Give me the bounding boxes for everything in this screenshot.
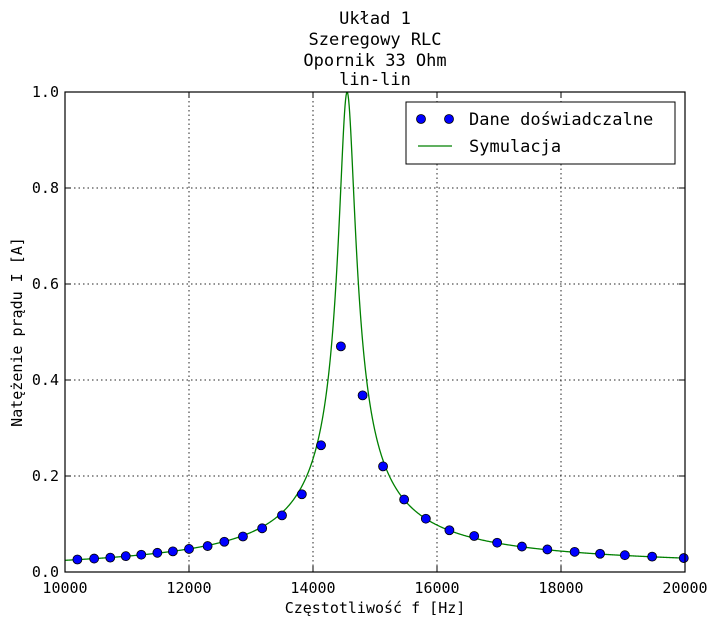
plot-frame xyxy=(64,91,686,573)
legend: Dane doświadczalne Symulacja xyxy=(405,101,676,165)
data-point xyxy=(316,440,326,451)
data-point xyxy=(152,547,163,558)
data-point xyxy=(569,546,580,557)
data-point xyxy=(219,536,230,547)
data-point xyxy=(105,552,116,563)
x-tick-label: 20000 xyxy=(662,579,707,597)
legend-box xyxy=(405,101,676,165)
y-tick-label: 1.0 xyxy=(32,83,59,101)
data-point xyxy=(469,531,480,541)
x-axis-ticks: 10000 12000 14000 16000 18000 20000 xyxy=(42,92,708,597)
x-axis-label: Częstotliwość f [Hz] xyxy=(285,599,466,617)
y-tick-label: 0.2 xyxy=(32,467,59,485)
data-point xyxy=(136,549,147,560)
chart-title: Układ 1 Szeregowy RLC Opornik 33 Ohm lin… xyxy=(303,9,446,90)
data-point xyxy=(647,551,658,562)
data-point xyxy=(89,553,100,564)
data-point xyxy=(420,513,431,524)
y-tick-label: 0.6 xyxy=(32,275,59,293)
x-tick-label: 16000 xyxy=(414,579,459,597)
y-axis-ticks: 0.0 0.2 0.4 0.6 0.8 1.0 xyxy=(32,83,685,581)
data-point xyxy=(335,341,346,352)
chart-title-line-2: Szeregowy RLC xyxy=(308,30,441,50)
data-point xyxy=(296,489,307,500)
data-point xyxy=(238,531,248,542)
data-point xyxy=(678,553,689,563)
data-point xyxy=(277,510,287,521)
data-point xyxy=(492,537,503,548)
data-point xyxy=(378,461,388,472)
x-tick-label: 14000 xyxy=(290,579,335,597)
data-point xyxy=(517,541,527,552)
chart-title-line-1: Układ 1 xyxy=(339,9,411,29)
x-tick-label: 12000 xyxy=(166,579,211,597)
chart-title-line-4: lin-lin xyxy=(339,70,411,90)
data-point xyxy=(542,544,553,555)
y-tick-label: 0.4 xyxy=(32,371,59,389)
legend-label-dane: Dane doświadczalne xyxy=(469,110,653,130)
legend-label-symulacja: Symulacja xyxy=(469,137,561,157)
data-point xyxy=(399,494,410,505)
series-dane-doswiadczalne xyxy=(72,341,689,565)
data-point xyxy=(619,550,630,561)
y-axis-label: Natężenie prądu I [A] xyxy=(8,237,26,427)
data-point xyxy=(202,541,213,551)
gridlines xyxy=(65,92,685,572)
data-point xyxy=(357,390,368,401)
data-point xyxy=(595,548,605,559)
legend-marker-dane-2 xyxy=(444,114,454,124)
y-tick-label: 0.8 xyxy=(32,179,59,197)
data-point xyxy=(444,525,455,536)
chart-title-line-3: Opornik 33 Ohm xyxy=(303,51,446,71)
data-point xyxy=(257,523,268,534)
legend-marker-dane xyxy=(416,114,426,124)
x-tick-label: 10000 xyxy=(42,579,87,597)
data-point xyxy=(72,554,83,565)
y-tick-label: 0.0 xyxy=(32,563,59,581)
data-point xyxy=(184,544,194,554)
data-point xyxy=(167,546,178,557)
data-point xyxy=(120,551,131,562)
x-tick-label: 18000 xyxy=(538,579,583,597)
